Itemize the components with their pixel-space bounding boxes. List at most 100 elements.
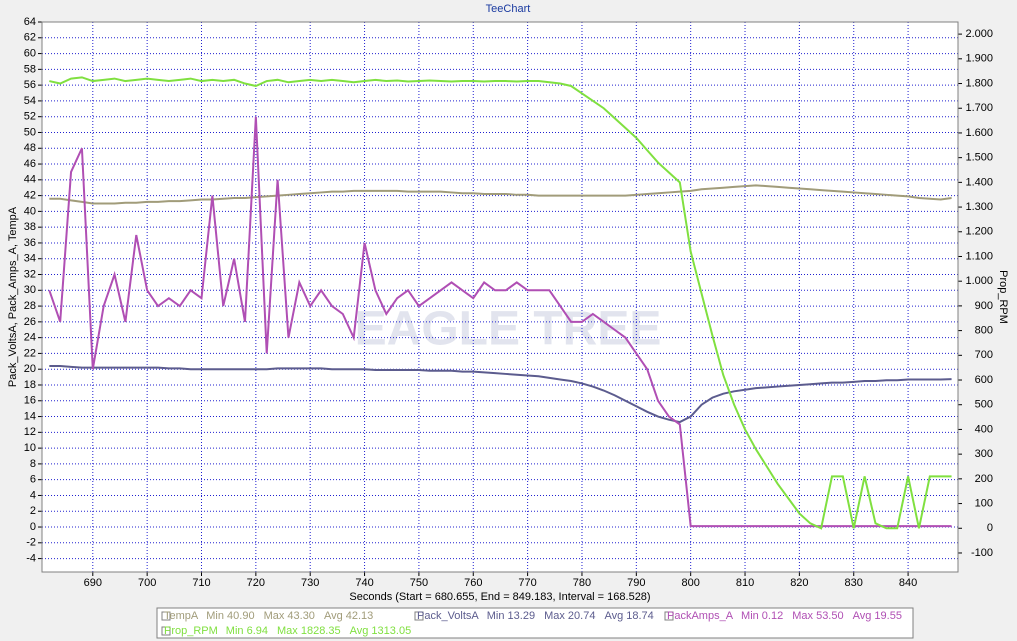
y-tick-label: 18 — [24, 379, 36, 391]
y-tick-label: 32 — [24, 268, 36, 280]
legend-swatch — [161, 626, 171, 636]
x-tick-label: 830 — [845, 577, 863, 589]
series-line — [49, 184, 952, 205]
y2-tick-label: 300 — [975, 448, 993, 460]
x-tick-label: 810 — [736, 577, 754, 589]
legend-label: TempA — [164, 610, 199, 622]
y2-tick-label: 100 — [975, 497, 993, 509]
y2-tick-label: 1.600 — [965, 127, 993, 139]
x-axis-title: Seconds (Start = 680.655, End = 849.183,… — [349, 591, 650, 603]
y-tick-label: 36 — [24, 237, 36, 249]
y2-tick-label: 600 — [975, 374, 993, 386]
y-tick-label: 28 — [24, 300, 36, 312]
y-tick-label: 48 — [24, 142, 36, 154]
y-tick-label: 2 — [30, 505, 36, 517]
y2-tick-label: 1.700 — [965, 102, 993, 114]
y-tick-label: -4 — [26, 552, 36, 564]
y-tick-label: 20 — [24, 363, 36, 375]
y-tick-label: -2 — [26, 537, 36, 549]
x-tick-label: 690 — [84, 577, 102, 589]
y-tick-label: 8 — [30, 458, 36, 470]
y-tick-label: 44 — [24, 174, 36, 186]
legend-stat: Min 6.94 — [226, 625, 268, 637]
legend-stat: Max 20.74 — [544, 610, 595, 622]
y-tick-label: 14 — [24, 410, 36, 422]
y2-tick-label: 900 — [975, 300, 993, 312]
x-tick-label: 710 — [192, 577, 210, 589]
legend-swatch — [414, 611, 424, 621]
x-tick-label: 770 — [518, 577, 536, 589]
y-tick-label: 34 — [24, 253, 36, 265]
legend-stat: Min 40.90 — [206, 610, 254, 622]
legend-swatch — [664, 611, 674, 621]
watermark: EAGLE TREE — [355, 302, 662, 355]
y2-tick-label: 400 — [975, 423, 993, 435]
y-tick-label: 56 — [24, 79, 36, 91]
legend-label: PackAmps_A — [667, 610, 734, 622]
y-tick-label: 16 — [24, 395, 36, 407]
y2-tick-label: 1.200 — [965, 226, 993, 238]
y-tick-label: 62 — [24, 32, 36, 44]
legend-stat: Avg 1313.05 — [350, 625, 412, 637]
y-tick-label: 10 — [24, 442, 36, 454]
series-line — [49, 76, 952, 530]
y2-axis-title: Prop_RPM — [997, 270, 1009, 324]
x-tick-label: 790 — [627, 577, 645, 589]
legend-swatch — [161, 611, 171, 621]
legend-stat: Avg 19.55 — [853, 610, 902, 622]
y-tick-label: 40 — [24, 205, 36, 217]
y-tick-label: 52 — [24, 111, 36, 123]
y-tick-label: 60 — [24, 47, 36, 59]
y2-tick-label: 1.000 — [965, 275, 993, 287]
y-tick-label: 42 — [24, 190, 36, 202]
x-tick-label: 760 — [464, 577, 482, 589]
y-tick-label: 50 — [24, 126, 36, 138]
y-tick-label: 22 — [24, 347, 36, 359]
legend-label: Pack_VoltsA — [417, 610, 479, 622]
y2-tick-label: 800 — [975, 325, 993, 337]
x-tick-label: 800 — [681, 577, 699, 589]
legend-stat: Min 0.12 — [741, 610, 783, 622]
legend-stat: Max 53.50 — [792, 610, 843, 622]
y-tick-label: 0 — [30, 521, 36, 533]
legend-stat: Avg 42.13 — [324, 610, 373, 622]
legend — [156, 607, 914, 639]
y2-tick-label: -100 — [971, 547, 993, 559]
series-line — [49, 365, 952, 424]
x-tick-label: 730 — [301, 577, 319, 589]
y-axis-title: Pack_VoltsA, Pack_Amps_A, TempA — [7, 206, 19, 387]
y2-tick-label: 1.500 — [965, 152, 993, 164]
x-tick-label: 700 — [138, 577, 156, 589]
y-tick-label: 58 — [24, 63, 36, 75]
x-tick-label: 820 — [790, 577, 808, 589]
y2-tick-label: 1.100 — [965, 250, 993, 262]
y-tick-label: 30 — [24, 284, 36, 296]
series-line — [48, 116, 952, 528]
y-tick-label: 46 — [24, 158, 36, 170]
chart-title: TeeChart — [486, 3, 531, 15]
y2-tick-label: 1.800 — [965, 77, 993, 89]
x-tick-label: 750 — [410, 577, 428, 589]
y-tick-label: 4 — [30, 489, 36, 501]
plot-area — [41, 21, 959, 573]
x-tick-label: 780 — [573, 577, 591, 589]
y-tick-label: 38 — [24, 221, 36, 233]
y-tick-label: 6 — [30, 474, 36, 486]
y-tick-label: 64 — [24, 16, 36, 28]
legend-stat: Max 43.30 — [264, 610, 315, 622]
y2-tick-label: 0 — [987, 522, 993, 534]
x-tick-label: 840 — [899, 577, 917, 589]
y-tick-label: 54 — [24, 95, 36, 107]
y2-tick-label: 200 — [975, 473, 993, 485]
y2-tick-label: 500 — [975, 399, 993, 411]
legend-stat: Min 13.29 — [487, 610, 535, 622]
y2-tick-label: 700 — [975, 349, 993, 361]
plot-area — [41, 21, 959, 573]
y-tick-label: 12 — [24, 426, 36, 438]
x-tick-label: 740 — [355, 577, 373, 589]
legend-label: Prop_RPM — [164, 625, 218, 637]
legend-stat: Avg 18.74 — [604, 610, 653, 622]
y2-tick-label: 1.400 — [965, 176, 993, 188]
